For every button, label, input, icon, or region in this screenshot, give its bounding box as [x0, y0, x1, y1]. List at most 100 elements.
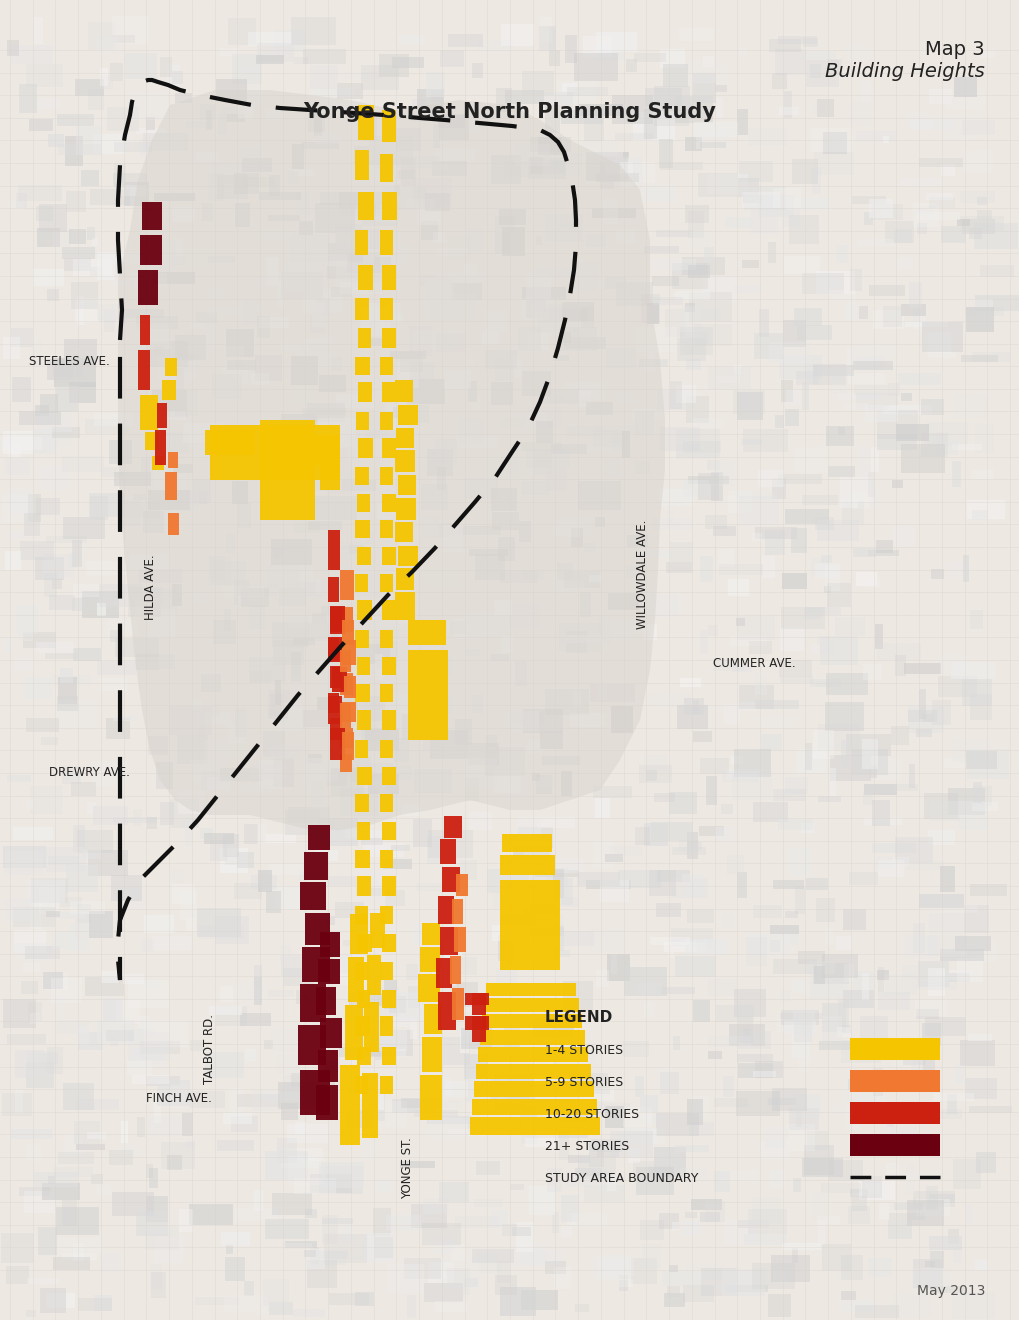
Bar — [829, 767, 836, 796]
Bar — [123, 182, 149, 206]
Bar — [738, 701, 756, 710]
Bar — [24, 512, 40, 536]
Bar — [210, 840, 226, 861]
Bar — [110, 631, 123, 643]
Bar — [521, 442, 561, 451]
Bar — [882, 405, 897, 414]
Bar — [580, 593, 590, 618]
Bar — [899, 178, 941, 186]
Bar — [397, 170, 415, 178]
Bar — [876, 643, 919, 660]
Bar — [810, 644, 826, 655]
Bar — [926, 935, 966, 957]
Bar — [841, 1026, 850, 1034]
Bar — [420, 484, 447, 511]
Bar — [447, 236, 470, 260]
Bar — [451, 282, 482, 300]
Bar — [35, 405, 49, 416]
Bar — [195, 444, 210, 459]
Bar — [839, 477, 872, 503]
Bar — [470, 1117, 599, 1135]
Bar — [580, 306, 593, 329]
Bar — [838, 428, 844, 436]
Bar — [849, 1071, 940, 1092]
Bar — [375, 655, 383, 680]
Bar — [269, 1302, 293, 1315]
Bar — [394, 1049, 406, 1056]
Bar — [678, 840, 698, 851]
Bar — [584, 111, 603, 141]
Bar — [685, 304, 694, 313]
Text: Yonge Street North Planning Study: Yonge Street North Planning Study — [304, 102, 715, 121]
Bar — [249, 657, 285, 682]
Bar — [583, 36, 611, 57]
Bar — [397, 546, 418, 566]
Bar — [464, 264, 477, 276]
Bar — [842, 909, 865, 931]
Bar — [797, 325, 832, 339]
Bar — [820, 1183, 861, 1193]
Bar — [327, 267, 358, 279]
Bar — [464, 1005, 498, 1011]
Bar — [863, 818, 901, 825]
Bar — [890, 1126, 916, 1150]
Bar — [849, 102, 871, 127]
Bar — [406, 964, 418, 981]
Bar — [395, 362, 419, 388]
Bar — [90, 494, 125, 517]
Bar — [604, 854, 623, 862]
Bar — [315, 581, 322, 594]
Bar — [723, 216, 753, 228]
Bar — [698, 826, 723, 836]
Bar — [444, 370, 471, 388]
Bar — [533, 1018, 573, 1036]
Bar — [863, 784, 897, 795]
Bar — [293, 57, 308, 63]
Bar — [522, 572, 544, 579]
Bar — [821, 1245, 850, 1271]
Bar — [174, 256, 184, 265]
Bar — [14, 659, 35, 672]
Bar — [532, 774, 539, 780]
Bar — [257, 230, 300, 242]
Bar — [534, 870, 578, 876]
Bar — [676, 385, 696, 404]
Bar — [767, 242, 775, 264]
Bar — [274, 886, 306, 911]
Bar — [748, 933, 790, 956]
Bar — [825, 425, 854, 446]
Bar — [760, 734, 782, 751]
Bar — [140, 979, 161, 987]
Bar — [257, 315, 270, 338]
Bar — [946, 562, 969, 577]
Bar — [873, 758, 901, 780]
Bar — [963, 906, 988, 933]
Bar — [423, 649, 448, 663]
Bar — [135, 601, 142, 616]
Bar — [723, 1220, 756, 1245]
Bar — [905, 112, 928, 128]
Bar — [136, 655, 159, 671]
Bar — [550, 444, 586, 454]
Bar — [72, 825, 85, 851]
Bar — [113, 817, 157, 824]
Bar — [328, 243, 362, 261]
Bar — [146, 117, 155, 131]
Bar — [515, 1243, 546, 1266]
Bar — [900, 445, 944, 473]
Bar — [535, 267, 572, 277]
Bar — [653, 110, 688, 127]
Bar — [580, 1088, 613, 1101]
Bar — [884, 222, 913, 243]
Bar — [386, 1265, 423, 1292]
Bar — [88, 850, 127, 875]
Bar — [377, 986, 398, 1016]
Bar — [560, 110, 602, 124]
Bar — [686, 396, 708, 422]
Bar — [737, 1031, 769, 1049]
Bar — [972, 940, 996, 962]
Bar — [682, 1221, 701, 1236]
Bar — [404, 1258, 440, 1279]
Bar — [707, 1051, 721, 1059]
Bar — [686, 347, 693, 354]
